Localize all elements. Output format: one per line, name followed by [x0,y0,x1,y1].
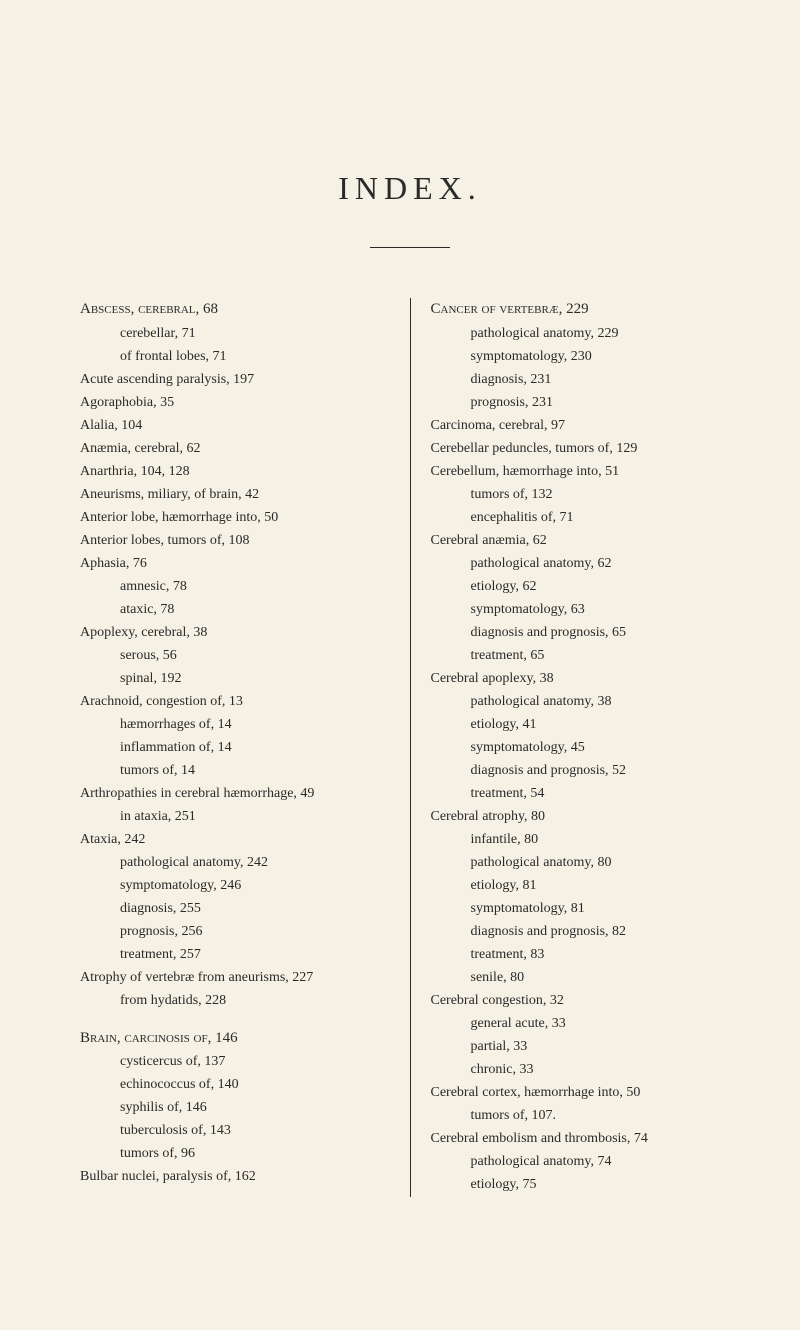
index-entry: chronic, 33 [431,1059,741,1080]
index-entry: pathological anatomy, 38 [431,691,741,712]
index-entry: pathological anatomy, 80 [431,852,741,873]
index-entry: Bulbar nuclei, paralysis of, 162 [80,1166,390,1187]
index-entry: symptomatology, 246 [80,875,390,896]
index-entry: Brain, carcinosis of, 146 [80,1027,390,1050]
index-entry: etiology, 81 [431,875,741,896]
index-entry: Cerebral atrophy, 80 [431,806,741,827]
index-entry: partial, 33 [431,1036,741,1057]
index-entry: Apoplexy, cerebral, 38 [80,622,390,643]
index-entry: tumors of, 96 [80,1143,390,1164]
index-entry: treatment, 257 [80,944,390,965]
index-entry: ataxic, 78 [80,599,390,620]
index-entry: etiology, 41 [431,714,741,735]
index-entry: diagnosis and prognosis, 82 [431,921,741,942]
index-entry: Arachnoid, congestion of, 13 [80,691,390,712]
index-entry: etiology, 75 [431,1174,741,1195]
index-entry: Cerebellum, hæmorrhage into, 51 [431,461,741,482]
index-entry: Cancer of vertebræ, 229 [431,298,741,321]
left-column: Abscess, cerebral, 68cerebellar, 71of fr… [80,298,390,1197]
index-entry: Anterior lobe, hæmorrhage into, 50 [80,507,390,528]
entry-spacer [80,1013,390,1027]
index-entry: Cerebral cortex, hæmorrhage into, 50 [431,1082,741,1103]
index-entry: Cerebral embolism and thrombosis, 74 [431,1128,741,1149]
index-entry: Abscess, cerebral, 68 [80,298,390,321]
index-entry: pathological anatomy, 242 [80,852,390,873]
index-entry: symptomatology, 230 [431,346,741,367]
index-entry: Carcinoma, cerebral, 97 [431,415,741,436]
index-entry: diagnosis, 231 [431,369,741,390]
title-divider [370,247,450,248]
index-entry: diagnosis and prognosis, 65 [431,622,741,643]
index-entry: Acute ascending paralysis, 197 [80,369,390,390]
index-entry: Anæmia, cerebral, 62 [80,438,390,459]
index-entry: of frontal lobes, 71 [80,346,390,367]
index-entry: Atrophy of vertebræ from aneurisms, 227 [80,967,390,988]
index-entry: hæmorrhages of, 14 [80,714,390,735]
index-entry: diagnosis, 255 [80,898,390,919]
index-entry: Agoraphobia, 35 [80,392,390,413]
index-entry: treatment, 54 [431,783,741,804]
index-entry: pathological anatomy, 74 [431,1151,741,1172]
index-entry: diagnosis and prognosis, 52 [431,760,741,781]
index-entry: Aneurisms, miliary, of brain, 42 [80,484,390,505]
index-entry: etiology, 62 [431,576,741,597]
index-columns: Abscess, cerebral, 68cerebellar, 71of fr… [80,298,740,1197]
index-entry: from hydatids, 228 [80,990,390,1011]
index-entry: pathological anatomy, 62 [431,553,741,574]
index-entry: symptomatology, 81 [431,898,741,919]
index-entry: tumors of, 132 [431,484,741,505]
index-entry: senile, 80 [431,967,741,988]
index-entry: echinococcus of, 140 [80,1074,390,1095]
index-entry: cerebellar, 71 [80,323,390,344]
index-entry: Ataxia, 242 [80,829,390,850]
page-title: INDEX. [80,170,740,207]
index-entry: Aphasia, 76 [80,553,390,574]
index-entry: tumors of, 14 [80,760,390,781]
index-entry: treatment, 65 [431,645,741,666]
index-entry: cysticercus of, 137 [80,1051,390,1072]
index-entry: in ataxia, 251 [80,806,390,827]
index-entry: pathological anatomy, 229 [431,323,741,344]
index-entry: treatment, 83 [431,944,741,965]
index-entry: Cerebellar peduncles, tumors of, 129 [431,438,741,459]
index-entry: amnesic, 78 [80,576,390,597]
index-entry: serous, 56 [80,645,390,666]
index-entry: Cerebral congestion, 32 [431,990,741,1011]
column-divider [410,298,411,1197]
index-entry: Anarthria, 104, 128 [80,461,390,482]
index-entry: general acute, 33 [431,1013,741,1034]
index-entry: encephalitis of, 71 [431,507,741,528]
index-entry: symptomatology, 63 [431,599,741,620]
right-column: Cancer of vertebræ, 229pathological anat… [431,298,741,1197]
index-entry: prognosis, 231 [431,392,741,413]
index-entry: Arthropathies in cerebral hæmorrhage, 49 [80,783,390,804]
index-entry: tumors of, 107. [431,1105,741,1126]
index-entry: Alalia, 104 [80,415,390,436]
index-entry: Anterior lobes, tumors of, 108 [80,530,390,551]
index-entry: inflammation of, 14 [80,737,390,758]
index-page: INDEX. Abscess, cerebral, 68cerebellar, … [0,0,800,1237]
index-entry: tuberculosis of, 143 [80,1120,390,1141]
index-entry: syphilis of, 146 [80,1097,390,1118]
index-entry: Cerebral anæmia, 62 [431,530,741,551]
index-entry: Cerebral apoplexy, 38 [431,668,741,689]
index-entry: prognosis, 256 [80,921,390,942]
index-entry: infantile, 80 [431,829,741,850]
index-entry: spinal, 192 [80,668,390,689]
index-entry: symptomatology, 45 [431,737,741,758]
